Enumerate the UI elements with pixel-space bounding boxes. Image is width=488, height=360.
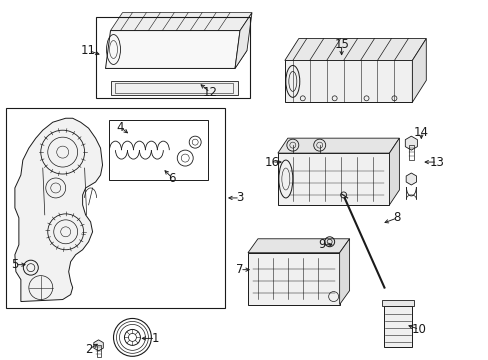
Bar <box>384 306 411 347</box>
Polygon shape <box>411 39 426 102</box>
Bar <box>96 345 101 357</box>
Polygon shape <box>285 60 411 102</box>
Bar <box>6 108 224 307</box>
Text: 6: 6 <box>168 171 176 185</box>
Polygon shape <box>406 173 416 185</box>
Polygon shape <box>405 136 417 150</box>
Text: 16: 16 <box>264 156 279 168</box>
Text: 8: 8 <box>393 211 400 224</box>
Text: 12: 12 <box>202 86 217 99</box>
Polygon shape <box>247 253 339 305</box>
Text: 9: 9 <box>317 238 325 251</box>
Polygon shape <box>388 138 399 205</box>
Text: 13: 13 <box>429 156 444 168</box>
Bar <box>108 120 208 180</box>
Polygon shape <box>285 39 426 60</box>
Polygon shape <box>15 118 102 302</box>
Text: 10: 10 <box>411 323 426 336</box>
Polygon shape <box>105 31 240 68</box>
Text: 4: 4 <box>117 121 124 134</box>
Text: 7: 7 <box>236 263 244 276</box>
Text: 11: 11 <box>81 44 96 57</box>
Polygon shape <box>247 239 349 253</box>
Polygon shape <box>339 239 349 305</box>
Text: 3: 3 <box>236 192 243 204</box>
Polygon shape <box>105 50 246 68</box>
Text: 5: 5 <box>11 258 19 271</box>
Text: 2: 2 <box>85 343 92 356</box>
Polygon shape <box>277 138 399 153</box>
Polygon shape <box>235 13 251 68</box>
Bar <box>110 81 238 95</box>
Polygon shape <box>277 153 388 205</box>
Text: 1: 1 <box>151 332 159 345</box>
Bar <box>115 84 233 93</box>
Text: 15: 15 <box>333 38 348 51</box>
Bar <box>408 145 413 160</box>
Text: 14: 14 <box>413 126 428 139</box>
Bar <box>95 17 249 98</box>
Bar <box>382 300 413 306</box>
Polygon shape <box>94 340 103 351</box>
Polygon shape <box>110 13 251 31</box>
